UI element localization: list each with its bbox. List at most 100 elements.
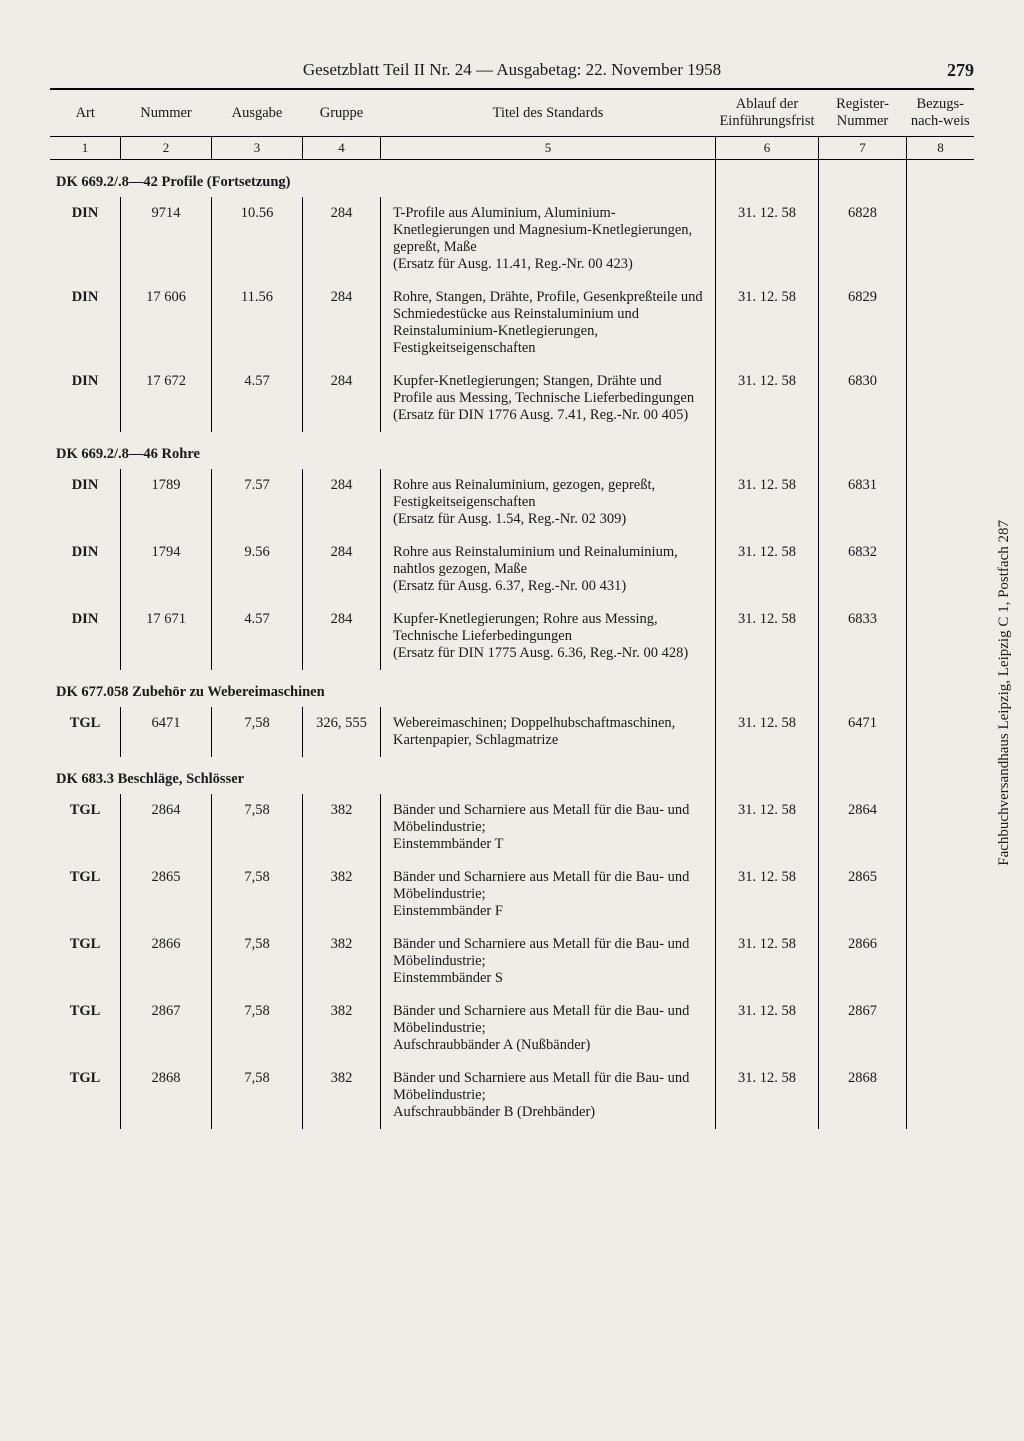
section-empty-cell xyxy=(907,432,975,469)
cell-art: DIN xyxy=(50,469,121,536)
colnum-3: 3 xyxy=(212,137,303,160)
cell-gruppe: 382 xyxy=(303,861,381,928)
page-number: 279 xyxy=(947,60,974,81)
section-empty-cell xyxy=(715,160,818,198)
cell-ausgabe: 10.56 xyxy=(212,197,303,281)
cell-art: DIN xyxy=(50,365,121,432)
cell-register: 6830 xyxy=(819,365,907,432)
table-row: DIN17 60611.56284Rohre, Stangen, Drähte,… xyxy=(50,281,974,365)
cell-art: TGL xyxy=(50,928,121,995)
cell-frist: 31. 12. 58 xyxy=(715,281,818,365)
cell-titel: Webereimaschinen; Doppelhubschaftmaschin… xyxy=(381,707,716,757)
cell-ausgabe: 7,58 xyxy=(212,707,303,757)
col-header-gruppe: Gruppe xyxy=(303,90,381,137)
section-empty-cell xyxy=(907,160,975,198)
table-body: DK 669.2/.8—42 Profile (Fortsetzung)DIN9… xyxy=(50,160,974,1130)
table-row: TGL28657,58382Bänder und Scharniere aus … xyxy=(50,861,974,928)
cell-register: 2865 xyxy=(819,861,907,928)
table-header-row: Art Nummer Ausgabe Gruppe Titel des Stan… xyxy=(50,90,974,137)
cell-nummer: 2865 xyxy=(121,861,212,928)
cell-art: TGL xyxy=(50,707,121,757)
cell-bezug xyxy=(907,861,975,928)
cell-titel: Bänder und Scharniere aus Metall für die… xyxy=(381,995,716,1062)
cell-gruppe: 382 xyxy=(303,928,381,995)
cell-register: 2867 xyxy=(819,995,907,1062)
table-row: TGL28677,58382Bänder und Scharniere aus … xyxy=(50,995,974,1062)
cell-nummer: 17 606 xyxy=(121,281,212,365)
cell-bezug xyxy=(907,281,975,365)
cell-art: DIN xyxy=(50,536,121,603)
cell-nummer: 1789 xyxy=(121,469,212,536)
col-header-art: Art xyxy=(50,90,121,137)
section-heading-row: DK 677.058 Zubehör zu Webereimaschinen xyxy=(50,670,974,707)
table-colnum-row: 1 2 3 4 5 6 7 8 xyxy=(50,137,974,160)
col-header-bezug: Bezugs-nach-weis xyxy=(907,90,975,137)
header-title: Gesetzblatt Teil II Nr. 24 — Ausgabetag:… xyxy=(303,60,721,79)
colnum-6: 6 xyxy=(715,137,818,160)
cell-gruppe: 284 xyxy=(303,536,381,603)
cell-ausgabe: 9.56 xyxy=(212,536,303,603)
cell-gruppe: 284 xyxy=(303,365,381,432)
cell-ausgabe: 7,58 xyxy=(212,1062,303,1129)
colnum-4: 4 xyxy=(303,137,381,160)
cell-bezug xyxy=(907,536,975,603)
cell-frist: 31. 12. 58 xyxy=(715,536,818,603)
section-empty-cell xyxy=(907,670,975,707)
cell-art: TGL xyxy=(50,861,121,928)
cell-bezug xyxy=(907,603,975,670)
section-empty-cell xyxy=(819,432,907,469)
col-header-ausgabe: Ausgabe xyxy=(212,90,303,137)
cell-ausgabe: 4.57 xyxy=(212,365,303,432)
standards-table: Art Nummer Ausgabe Gruppe Titel des Stan… xyxy=(50,90,974,1129)
colnum-7: 7 xyxy=(819,137,907,160)
section-heading: DK 677.058 Zubehör zu Webereimaschinen xyxy=(50,670,715,707)
cell-frist: 31. 12. 58 xyxy=(715,707,818,757)
cell-nummer: 2864 xyxy=(121,794,212,861)
cell-titel: Kupfer-Knetlegierungen; Stangen, Drähte … xyxy=(381,365,716,432)
cell-frist: 31. 12. 58 xyxy=(715,995,818,1062)
cell-titel: Bänder und Scharniere aus Metall für die… xyxy=(381,928,716,995)
cell-frist: 31. 12. 58 xyxy=(715,794,818,861)
section-heading: DK 669.2/.8—42 Profile (Fortsetzung) xyxy=(50,160,715,198)
section-empty-cell xyxy=(819,757,907,794)
cell-gruppe: 284 xyxy=(303,197,381,281)
cell-gruppe: 284 xyxy=(303,281,381,365)
cell-gruppe: 382 xyxy=(303,1062,381,1129)
colnum-2: 2 xyxy=(121,137,212,160)
cell-register: 6831 xyxy=(819,469,907,536)
cell-nummer: 6471 xyxy=(121,707,212,757)
table-row: TGL64717,58326, 555Webereimaschinen; Dop… xyxy=(50,707,974,757)
table-row: TGL28647,58382Bänder und Scharniere aus … xyxy=(50,794,974,861)
cell-art: DIN xyxy=(50,281,121,365)
cell-titel: Rohre, Stangen, Drähte, Profile, Gesenkp… xyxy=(381,281,716,365)
col-header-register: Register-Nummer xyxy=(819,90,907,137)
colnum-1: 1 xyxy=(50,137,121,160)
cell-art: TGL xyxy=(50,1062,121,1129)
section-heading-row: DK 669.2/.8—46 Rohre xyxy=(50,432,974,469)
cell-ausgabe: 7,58 xyxy=(212,861,303,928)
cell-bezug xyxy=(907,197,975,281)
cell-art: DIN xyxy=(50,197,121,281)
cell-bezug xyxy=(907,794,975,861)
cell-bezug xyxy=(907,995,975,1062)
cell-nummer: 17 671 xyxy=(121,603,212,670)
col-header-frist: Ablauf der Einführungsfrist xyxy=(715,90,818,137)
col-header-nummer: Nummer xyxy=(121,90,212,137)
section-heading: DK 683.3 Beschläge, Schlösser xyxy=(50,757,715,794)
cell-frist: 31. 12. 58 xyxy=(715,861,818,928)
section-empty-cell xyxy=(715,670,818,707)
cell-gruppe: 326, 555 xyxy=(303,707,381,757)
cell-titel: Rohre aus Reinstaluminium und Reinalumin… xyxy=(381,536,716,603)
vertical-margin-note: Fachbuchversandhaus Leipzig, Leipzig C 1… xyxy=(996,520,1013,866)
cell-art: TGL xyxy=(50,995,121,1062)
section-empty-cell xyxy=(715,757,818,794)
section-empty-cell xyxy=(715,432,818,469)
colnum-8: 8 xyxy=(907,137,975,160)
cell-ausgabe: 7,58 xyxy=(212,928,303,995)
cell-gruppe: 382 xyxy=(303,995,381,1062)
cell-frist: 31. 12. 58 xyxy=(715,197,818,281)
table-row: DIN17897.57284Rohre aus Reinaluminium, g… xyxy=(50,469,974,536)
cell-nummer: 17 672 xyxy=(121,365,212,432)
cell-frist: 31. 12. 58 xyxy=(715,603,818,670)
cell-ausgabe: 4.57 xyxy=(212,603,303,670)
